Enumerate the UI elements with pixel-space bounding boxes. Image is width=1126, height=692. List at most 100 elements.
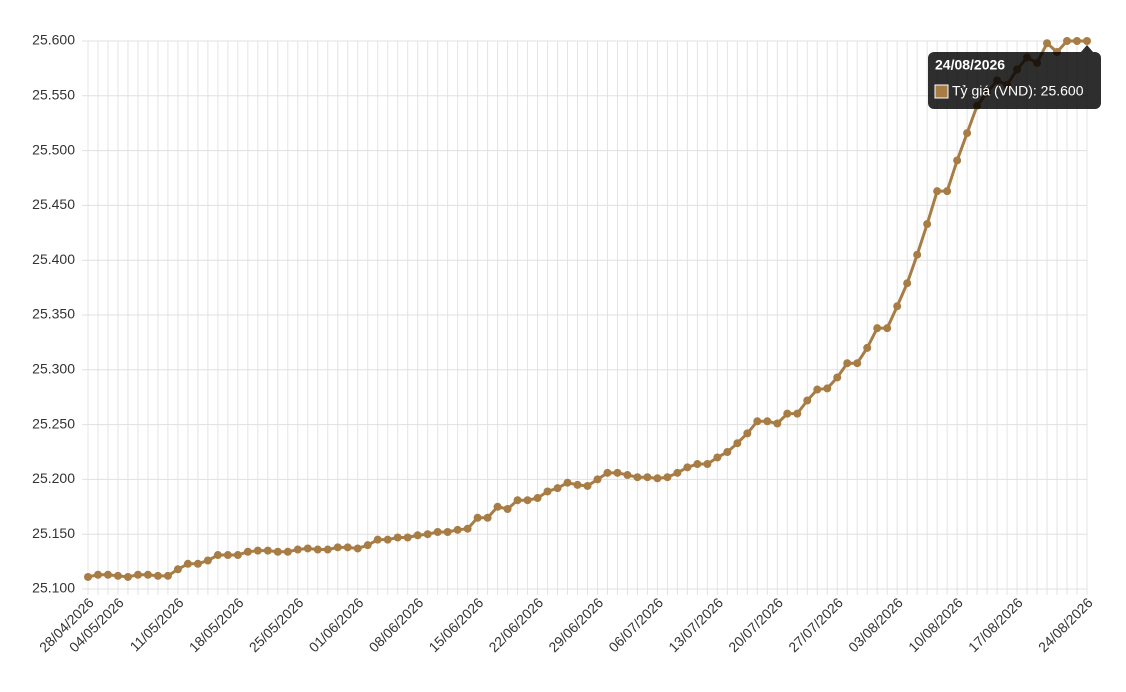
point: [313, 545, 322, 554]
point: [733, 439, 742, 448]
y-tick-label: 25.550: [32, 87, 75, 103]
point: [543, 487, 552, 496]
point: [413, 531, 422, 540]
point: [123, 572, 132, 581]
x-tick-label: 10/08/2026: [905, 594, 966, 655]
point: [503, 504, 512, 513]
x-tick-label: 25/05/2026: [246, 594, 307, 655]
y-tick-label: 25.350: [32, 306, 75, 322]
point: [953, 156, 962, 165]
point: [633, 473, 642, 482]
tooltip-swatch: [934, 84, 949, 99]
point: [703, 460, 712, 469]
y-tick-label: 25.500: [32, 141, 75, 157]
point: [383, 535, 392, 544]
point: [283, 547, 292, 556]
point: [643, 473, 652, 482]
point: [303, 544, 312, 553]
point: [713, 453, 722, 462]
point: [103, 570, 112, 579]
point: [753, 417, 762, 426]
point: [153, 571, 162, 580]
point: [1083, 37, 1091, 45]
point: [803, 396, 812, 405]
point: [1073, 37, 1082, 45]
y-tick-label: 25.250: [32, 415, 75, 431]
x-tick-label: 20/07/2026: [725, 594, 786, 655]
x-tick-label: 11/05/2026: [127, 594, 187, 654]
point: [883, 324, 892, 333]
point: [453, 525, 462, 534]
tooltip-box: [928, 52, 1101, 109]
point: [623, 471, 632, 480]
x-tick-label: 15/06/2026: [425, 594, 486, 655]
point: [533, 494, 542, 503]
y-tick-label: 25.150: [32, 525, 75, 541]
point: [793, 409, 802, 418]
point: [84, 572, 92, 581]
point: [163, 571, 172, 580]
x-tick-label: 13/07/2026: [665, 594, 726, 655]
point: [823, 384, 832, 393]
point: [923, 220, 932, 229]
x-tick-label: 18/05/2026: [186, 594, 247, 655]
point: [273, 547, 282, 556]
point: [293, 545, 302, 554]
x-tick-label: 01/06/2026: [306, 594, 367, 655]
point: [583, 481, 592, 490]
point: [403, 533, 412, 542]
point: [903, 279, 912, 288]
point: [873, 324, 882, 333]
point: [333, 543, 342, 552]
x-tick-label: 22/06/2026: [485, 594, 546, 655]
point: [323, 545, 332, 554]
y-tick-label: 25.450: [32, 196, 75, 212]
point: [93, 570, 102, 579]
point: [523, 496, 532, 505]
point: [433, 528, 442, 537]
point: [843, 359, 852, 368]
point: [243, 547, 252, 556]
point: [133, 570, 142, 579]
point: [1063, 37, 1072, 45]
point: [683, 463, 692, 472]
tooltip-title: 24/08/2026: [935, 57, 1005, 73]
y-tick-label: 25.200: [32, 470, 75, 486]
point: [1043, 39, 1052, 48]
point: [393, 533, 402, 542]
tooltip-body: Tỷ giá (VND): 25.600: [952, 83, 1084, 99]
point: [463, 524, 472, 533]
x-tick-label: 08/06/2026: [366, 594, 427, 655]
point: [893, 302, 902, 311]
point: [423, 530, 432, 539]
point: [673, 468, 682, 477]
point: [743, 429, 752, 438]
point: [373, 535, 382, 544]
x-tick-label: 29/06/2026: [545, 594, 606, 655]
point: [233, 551, 242, 560]
point: [493, 502, 502, 511]
point: [613, 468, 622, 477]
point: [593, 475, 602, 484]
y-tick-label: 25.600: [32, 32, 75, 48]
y-tick-label: 25.100: [32, 580, 75, 596]
point: [173, 565, 182, 574]
point: [263, 546, 272, 555]
point: [833, 373, 842, 382]
point: [573, 480, 582, 489]
point: [213, 551, 222, 560]
point: [553, 484, 562, 493]
x-tick-label: 06/07/2026: [605, 594, 666, 655]
tooltip: 24/08/2026 Tỷ giá (VND): 25.600: [928, 45, 1101, 109]
point: [443, 528, 452, 537]
point: [563, 478, 572, 487]
point: [663, 473, 672, 482]
x-tick-label: 27/07/2026: [785, 594, 846, 655]
point: [603, 468, 612, 477]
point: [253, 546, 262, 555]
tooltip-caret: [1081, 45, 1093, 52]
point: [863, 343, 872, 352]
point: [943, 187, 952, 196]
point: [653, 474, 662, 483]
